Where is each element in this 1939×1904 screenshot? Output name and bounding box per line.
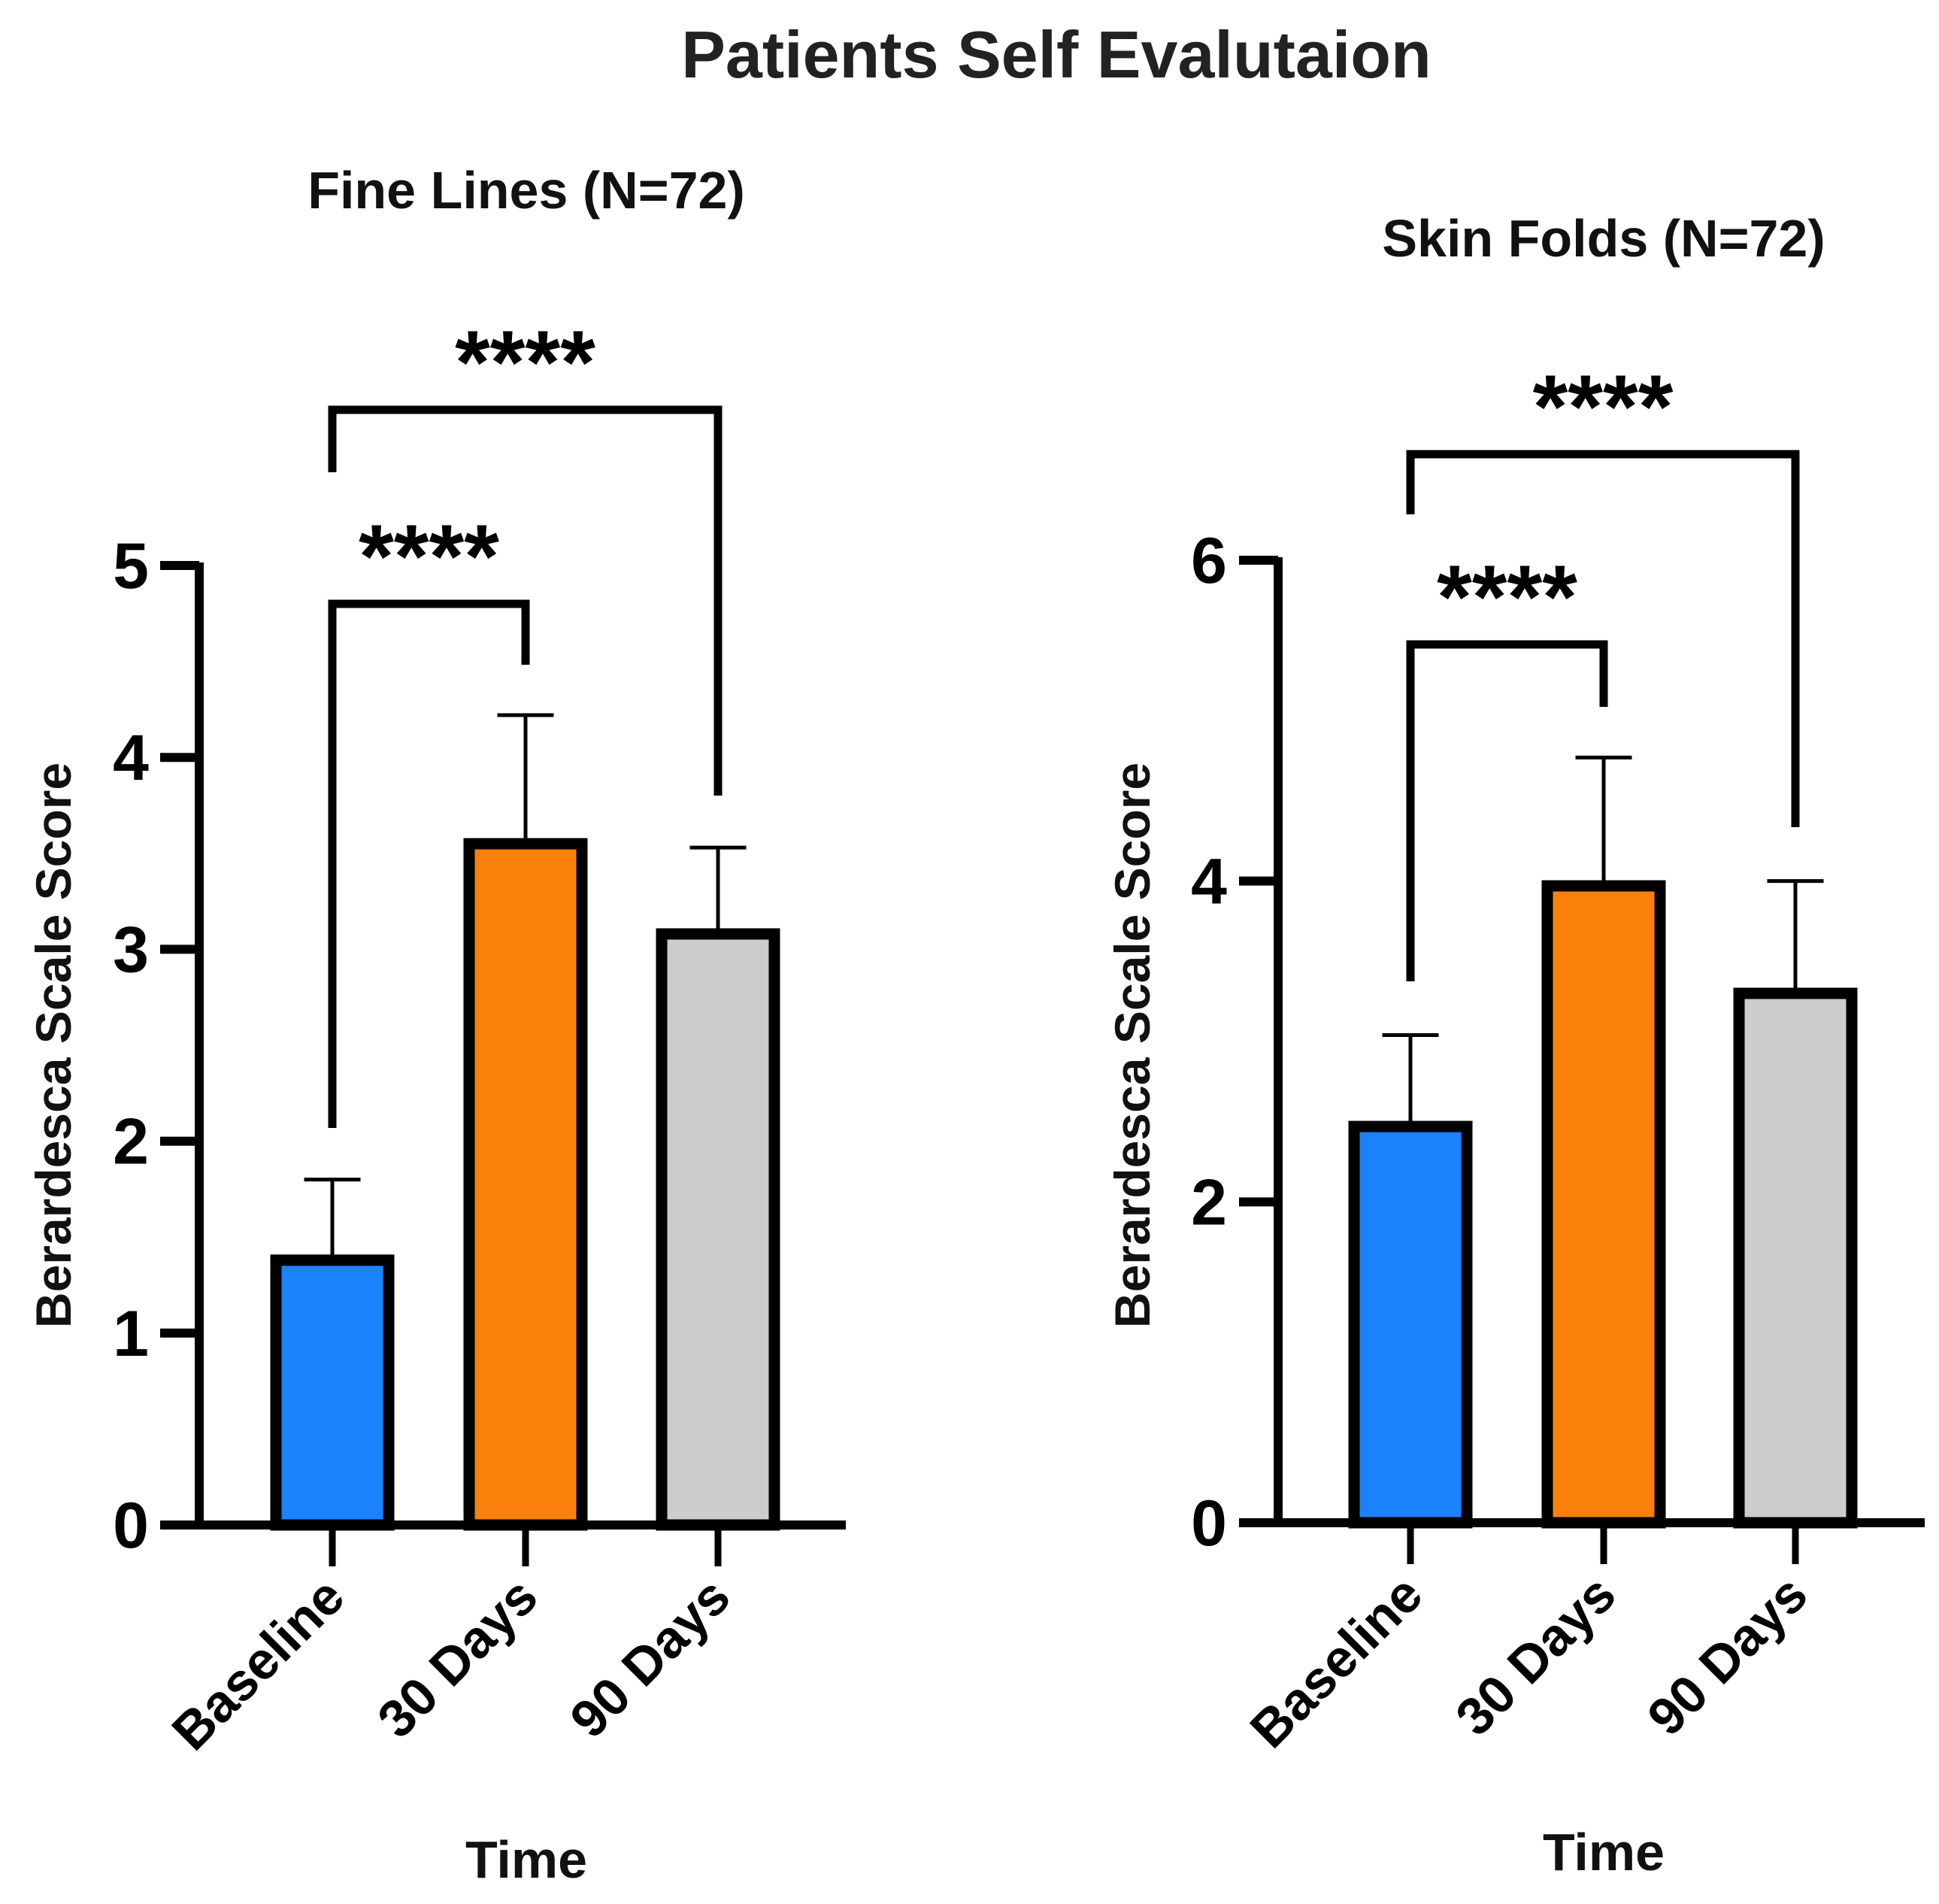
- bar: [270, 1254, 395, 1531]
- chart-title: Skin Folds (N=72): [1382, 209, 1825, 268]
- y-tick-label: 4: [113, 722, 149, 794]
- y-tick-label: 0: [113, 1490, 149, 1562]
- bar: [463, 838, 588, 1531]
- significance-bracket: [328, 405, 723, 796]
- x-tick-label: 30 Days: [366, 1566, 548, 1748]
- y-tick-label: 6: [1191, 525, 1227, 597]
- y-tick-label: 4: [1191, 846, 1227, 918]
- bar: [1541, 880, 1666, 1529]
- x-tick-label: Baseline: [161, 1566, 356, 1761]
- x-tick-label: 90 Days: [1636, 1564, 1818, 1746]
- x-tick-label: 30 Days: [1444, 1564, 1626, 1746]
- significance-label: ****: [1437, 547, 1577, 647]
- y-tick-label: 0: [1191, 1487, 1227, 1560]
- chart-title: Fine Lines (N=72): [308, 161, 745, 220]
- y-tick-label: 5: [113, 530, 149, 602]
- significance-label: ****: [455, 312, 595, 413]
- y-tick-label: 2: [113, 1106, 149, 1178]
- x-axis-title: Time: [465, 1830, 587, 1889]
- figure-title: Patients Self Evalutaion: [681, 17, 1432, 92]
- significance-bracket: [328, 599, 530, 1128]
- significance-bracket: [1406, 450, 1800, 827]
- significance-label: ****: [1533, 356, 1674, 457]
- y-tick-label: 3: [113, 914, 149, 986]
- significance-bracket: [1406, 640, 1608, 981]
- significance-label: ****: [359, 506, 499, 607]
- bar: [1733, 987, 1858, 1529]
- chart-fine-lines: Fine Lines (N=72) Berardesca Scale Score…: [26, 161, 846, 1889]
- x-tick-label: 90 Days: [559, 1566, 741, 1748]
- bar: [656, 928, 780, 1531]
- y-axis-title: Berardesca Scale Score: [26, 763, 81, 1328]
- bar: [1348, 1120, 1473, 1529]
- y-tick-label: 1: [113, 1298, 149, 1370]
- y-tick-label: 2: [1191, 1166, 1227, 1239]
- chart-skin-folds: Skin Folds (N=72) Berardesca Scale Score…: [1104, 209, 1925, 1881]
- y-axis-title: Berardesca Scale Score: [1104, 763, 1160, 1328]
- x-tick-label: Baseline: [1239, 1564, 1434, 1759]
- x-axis-title: Time: [1543, 1823, 1665, 1881]
